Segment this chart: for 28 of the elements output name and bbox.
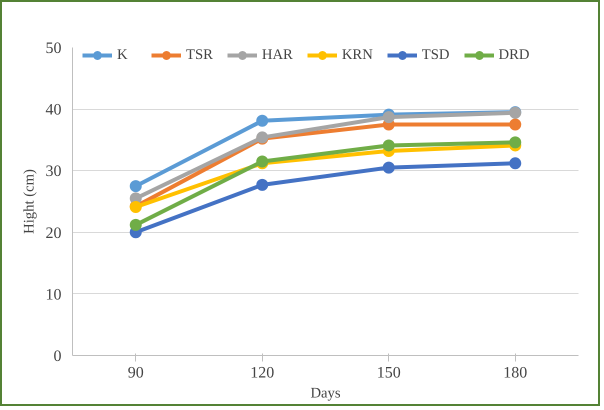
legend-label: K [117, 46, 129, 64]
point [256, 178, 268, 191]
x-tick-label: 150 [376, 364, 401, 382]
x-tick-label: 180 [503, 364, 528, 382]
y-tick-label: 30 [46, 163, 62, 180]
legend-label: DRD [498, 46, 530, 64]
y-tick-label: 0 [54, 348, 62, 365]
y-tick-label: 40 [46, 102, 62, 119]
point [382, 111, 395, 124]
y-axis-title: Hight (cm) [22, 169, 38, 234]
point [130, 218, 142, 231]
point [509, 157, 522, 170]
point [509, 118, 522, 130]
point [382, 162, 395, 174]
x-tick-label: 120 [250, 364, 274, 382]
point [509, 136, 522, 148]
point [130, 180, 142, 192]
legend-label: HAR [262, 46, 293, 64]
legend-label: TSR [186, 46, 213, 64]
x-axis-title: Days [310, 386, 341, 402]
x-tick-label: 90 [128, 364, 144, 382]
point [256, 114, 268, 127]
legend-label: TSD [422, 46, 450, 64]
y-tick-label: 50 [46, 40, 62, 57]
point [382, 139, 395, 152]
y-tick-label: 10 [46, 286, 62, 304]
legend-label: KRN [342, 46, 373, 64]
y-tick-label: 20 [46, 224, 62, 242]
